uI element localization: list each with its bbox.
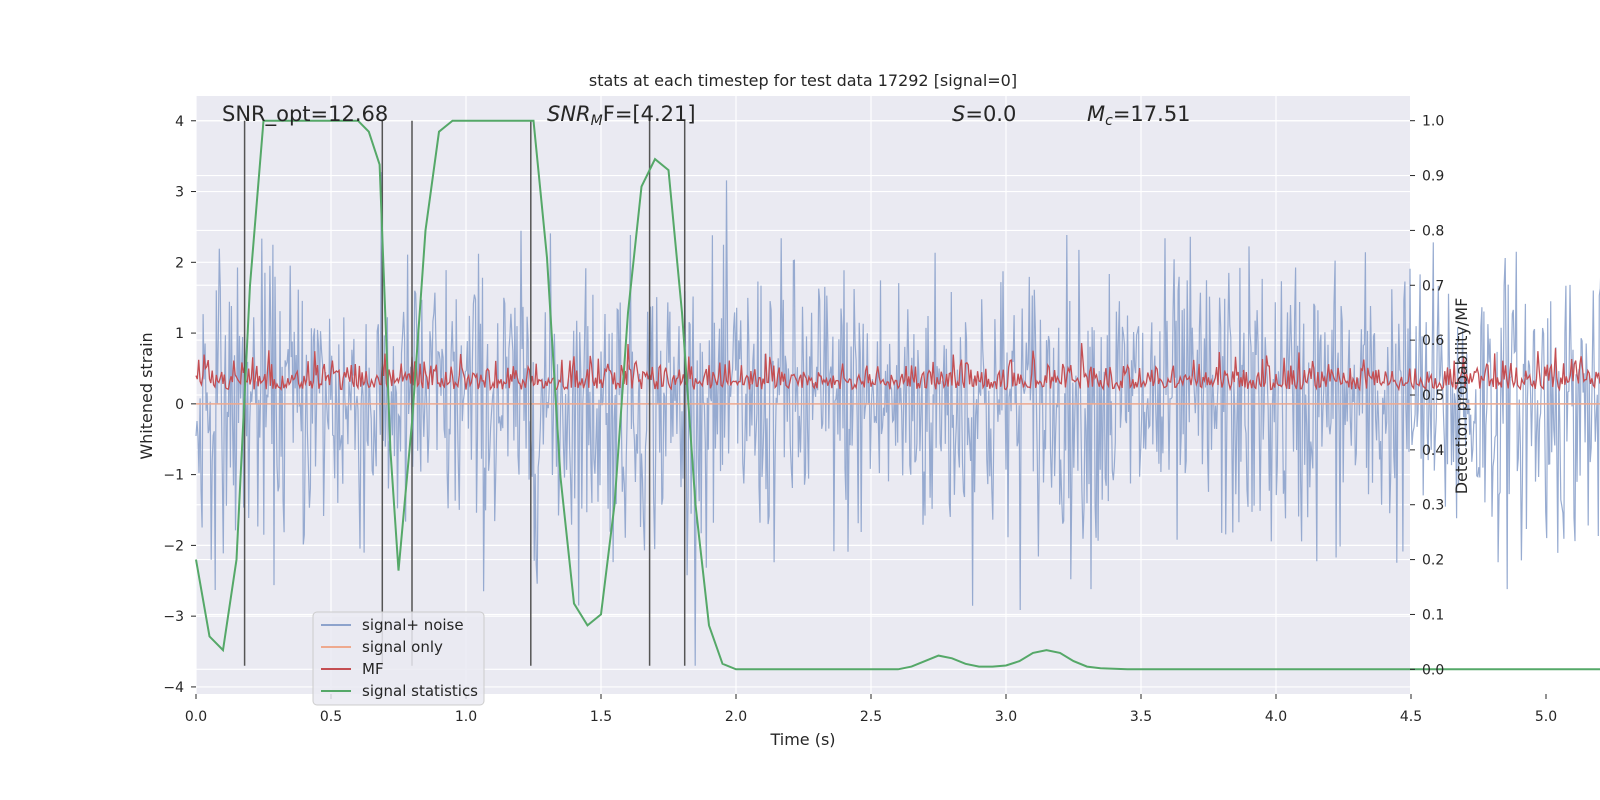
- annotation-snr-opt: SNR_opt=12.68: [222, 102, 388, 127]
- y-right-tick-label: 1.0: [1422, 114, 1444, 130]
- annotation-mc: Mc=17.51: [1087, 102, 1191, 129]
- x-tick-label: 2.5: [860, 709, 882, 725]
- x-tick-label: 0.5: [320, 709, 342, 725]
- x-tick-label: 3.0: [995, 709, 1017, 725]
- y-left-tick-label: 1: [175, 326, 184, 342]
- x-axis-ticks: 0.00.51.01.52.02.53.03.54.04.55.05.56.06…: [185, 694, 1557, 725]
- legend-label-mf: MF: [362, 660, 384, 678]
- annotation-s: S=0.0: [952, 102, 1016, 126]
- mf-line: [195, 343, 1600, 392]
- signal-statistics-line: [195, 119, 1600, 671]
- chart-title: stats at each timestep for test data 172…: [589, 71, 1017, 90]
- y-right-tick-label: 0.3: [1422, 498, 1444, 514]
- x-tick-label: 0.0: [185, 709, 207, 725]
- y-left-axis-label: Whitened strain: [137, 332, 156, 459]
- y-left-tick-label: −2: [163, 538, 184, 554]
- x-tick-label: 1.0: [455, 709, 477, 725]
- x-tick-label: 5.0: [1535, 709, 1557, 725]
- legend-box: [312, 611, 485, 706]
- annotation-snr-mf: SNRMF=[4.21]: [547, 102, 696, 129]
- legend-label-signal-noise: signal+ noise: [362, 616, 464, 634]
- x-tick-label: 4.5: [1400, 709, 1422, 725]
- y-left-axis-ticks: 4 3 2 1 0 −1 −2 −3 −4: [163, 114, 196, 696]
- y-right-tick-label: 0.2: [1422, 553, 1444, 569]
- y-right-tick-label: 0.5: [1422, 388, 1444, 404]
- x-tick-label: 3.5: [1130, 709, 1152, 725]
- x-axis-label: Time (s): [769, 730, 835, 749]
- y-left-tick-label: 0: [175, 397, 184, 413]
- x-tick-label: 4.0: [1265, 709, 1287, 725]
- mf-series: [195, 343, 1600, 392]
- y-left-tick-label: −4: [163, 680, 184, 696]
- y-right-tick-label: 0.6: [1422, 333, 1444, 349]
- y-right-tick-label: 0.9: [1422, 169, 1444, 185]
- y-left-tick-label: 4: [175, 114, 184, 130]
- legend-label-signal-statistics: signal statistics: [362, 682, 478, 700]
- y-right-tick-label: 0.7: [1422, 278, 1444, 294]
- y-right-tick-label: 0.1: [1422, 607, 1444, 623]
- x-tick-label: 2.0: [725, 709, 747, 725]
- y-right-tick-label: 0.0: [1422, 662, 1444, 678]
- y-left-tick-label: 3: [175, 185, 184, 201]
- signal-statistics-series: [195, 119, 1600, 671]
- x-tick-label: 1.5: [590, 709, 612, 725]
- signal-noise-series: [195, 172, 1600, 666]
- legend: signal+ noise signal only MF signal stat…: [312, 611, 485, 706]
- y-right-axis-ticks: 1.0 0.9 0.8 0.7 0.6 0.5 0.4 0.3 0.2 0.1 0.0: [1410, 114, 1444, 678]
- y-left-tick-label: −1: [163, 468, 184, 484]
- y-left-tick-label: −3: [163, 609, 184, 625]
- y-left-tick-label: 2: [175, 255, 184, 271]
- y-right-tick-label: 0.4: [1422, 443, 1444, 459]
- y-right-axis-label: Detection probability/MF: [1452, 298, 1471, 495]
- y-right-tick-label: 0.8: [1422, 223, 1444, 239]
- legend-label-signal-only: signal only: [362, 638, 443, 656]
- signal-noise-line: [195, 172, 1600, 666]
